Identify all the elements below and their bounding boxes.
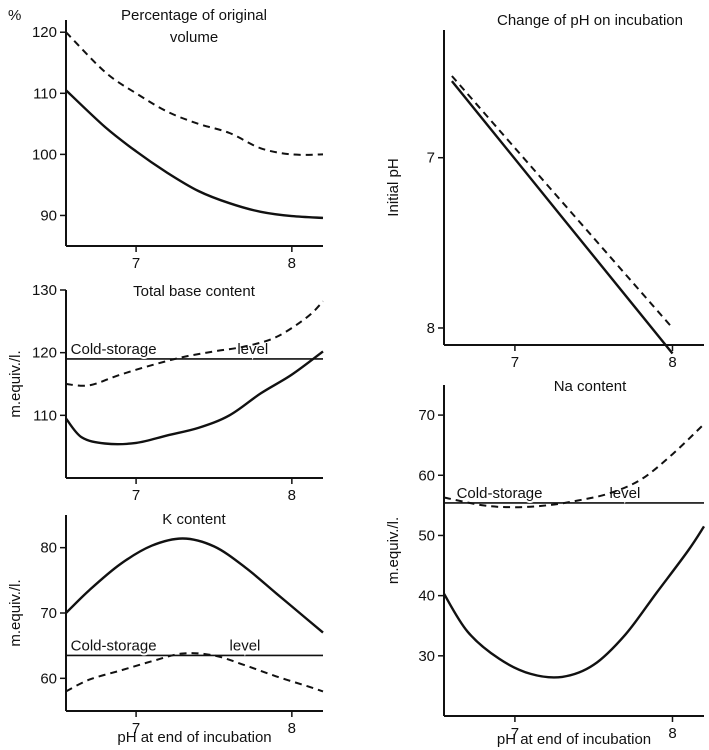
dashed-series-line bbox=[451, 75, 674, 329]
x-axis-label: pH at end of incubation bbox=[497, 731, 651, 748]
ph-chart: 7 8 7 8 Change of pH on incubation Initial pH bbox=[385, 12, 704, 371]
y-axis-label: m.equiv./l. bbox=[7, 579, 24, 646]
chart-title: Change of pH on incubation bbox=[497, 12, 683, 29]
unit-label: % bbox=[8, 7, 21, 24]
base-chart: 110 120 130 7 8 Total base content m.equiv./l.… bbox=[7, 282, 324, 504]
x-tick-label: 7 bbox=[511, 354, 519, 371]
y-axis-label: m.equiv./l. bbox=[385, 517, 402, 584]
y-axis-label: m.equiv./l. bbox=[7, 350, 24, 417]
dashed-series-line bbox=[65, 652, 324, 693]
y-tick-label: 60 bbox=[418, 467, 435, 484]
y-tick-label: 90 bbox=[40, 207, 57, 224]
k-chart: 60 70 80 7 8 K content m.equiv./l. pH at end of… bbox=[7, 511, 324, 746]
chart-title: Percentage of original bbox=[121, 7, 267, 24]
chart-title: volume bbox=[170, 29, 218, 46]
dashed-series-line bbox=[65, 31, 324, 156]
x-tick-label: 7 bbox=[511, 725, 519, 742]
y-tick-label: 120 bbox=[32, 24, 57, 41]
reference-label: level bbox=[237, 341, 268, 358]
x-tick-label: 7 bbox=[132, 720, 140, 737]
solid-series-line bbox=[450, 80, 674, 355]
solid-series-line bbox=[65, 89, 324, 220]
y-axis-label: Initial pH bbox=[385, 158, 402, 216]
y-tick-label: 110 bbox=[33, 407, 57, 424]
reference-label: Cold-storage bbox=[71, 341, 157, 358]
y-tick-label: 70 bbox=[40, 605, 57, 622]
solid-series-line bbox=[65, 537, 324, 634]
x-tick-label: 8 bbox=[288, 720, 296, 737]
x-tick-label: 8 bbox=[288, 487, 296, 504]
solid-series-line bbox=[442, 525, 706, 679]
solid-series-line bbox=[65, 350, 324, 446]
chart-title: Total base content bbox=[133, 283, 256, 300]
y-tick-label: 80 bbox=[40, 540, 57, 557]
y-tick-label: 70 bbox=[418, 407, 435, 424]
volume-chart: 90 100 110 120 7 8 Percentage of original volum… bbox=[8, 7, 324, 272]
reference-label: Cold-storage bbox=[457, 485, 543, 502]
x-tick-label: 7 bbox=[132, 255, 140, 272]
y-tick-label: 8 bbox=[427, 320, 435, 337]
y-tick-label: 7 bbox=[427, 150, 435, 167]
y-tick-label: 30 bbox=[418, 648, 435, 665]
x-tick-label: 8 bbox=[668, 354, 676, 371]
chart-title: K content bbox=[162, 511, 226, 528]
dashed-series-line bbox=[443, 423, 705, 509]
y-tick-label: 130 bbox=[32, 282, 57, 299]
reference-label: level bbox=[230, 637, 261, 654]
y-tick-label: 110 bbox=[33, 85, 57, 102]
na-chart: 30 40 50 60 70 7 8 Na content m.equiv./l. pH at e… bbox=[385, 378, 706, 748]
x-axis-label: pH at end of incubation bbox=[117, 729, 271, 746]
reference-label: level bbox=[609, 485, 640, 502]
dashed-series-line bbox=[65, 300, 324, 387]
x-tick-label: 7 bbox=[132, 487, 140, 504]
reference-label: Cold-storage bbox=[71, 637, 157, 654]
y-tick-label: 40 bbox=[418, 588, 435, 605]
y-tick-label: 60 bbox=[40, 670, 57, 687]
chart-title: Na content bbox=[554, 378, 627, 395]
y-tick-label: 50 bbox=[418, 527, 435, 544]
x-tick-label: 8 bbox=[288, 255, 296, 272]
x-tick-label: 8 bbox=[668, 725, 676, 742]
y-tick-label: 120 bbox=[32, 345, 57, 362]
y-tick-label: 100 bbox=[32, 146, 57, 163]
